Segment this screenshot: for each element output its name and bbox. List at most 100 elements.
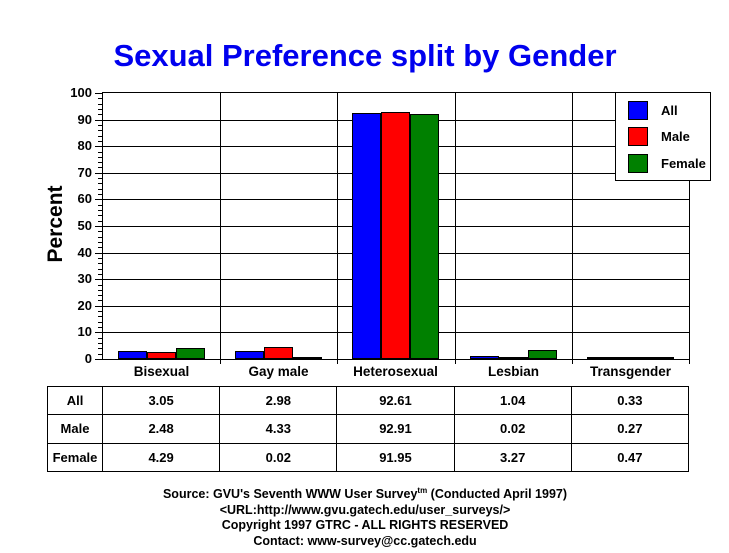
y-minor-tick — [98, 295, 102, 296]
y-minor-tick — [98, 237, 102, 238]
bar-male-gay-male — [264, 347, 293, 359]
data-table: All 3.05 2.98 92.61 1.04 0.33 Male 2.48 4.33 92.9… — [47, 386, 689, 472]
y-minor-tick — [98, 263, 102, 264]
table-cell-all-bisexual: 3.05 — [103, 387, 221, 416]
y-minor-tick — [98, 98, 102, 99]
table-row-label: All — [48, 387, 103, 416]
footer-source-suffix: (Conducted April 1997) — [427, 487, 568, 502]
table-cell-female-transgender: 0.47 — [571, 443, 689, 472]
y-minor-tick — [98, 316, 102, 317]
bar-female-bisexual — [176, 348, 205, 359]
y-tick-label: 90 — [77, 112, 92, 127]
y-major-tick — [95, 253, 102, 254]
category-label: Transgender — [589, 364, 672, 379]
y-minor-tick — [98, 242, 102, 243]
legend-label: Male — [661, 129, 690, 144]
y-tick-label: 10 — [77, 324, 92, 339]
y-minor-tick — [98, 343, 102, 344]
category-label: Lesbian — [487, 364, 539, 379]
y-tick-label: 70 — [77, 165, 92, 180]
table-cell-male-heterosexual: 92.91 — [337, 415, 455, 444]
y-major-tick — [95, 226, 102, 227]
y-major-tick — [95, 199, 102, 200]
y-major-tick — [95, 359, 102, 360]
y-minor-tick — [98, 258, 102, 259]
y-tick-label: 40 — [77, 245, 92, 260]
y-minor-tick — [98, 215, 102, 216]
y-minor-tick — [98, 183, 102, 184]
y-tick-label: 0 — [84, 351, 92, 366]
bar-male-bisexual — [147, 352, 176, 359]
chart-title: Sexual Preference split by Gender — [113, 38, 617, 73]
table-cell-all-heterosexual: 92.61 — [337, 387, 455, 416]
table-cell-all-gay-male: 2.98 — [220, 387, 338, 416]
table-cell-all-transgender: 0.33 — [571, 387, 689, 416]
female-swatch-icon — [628, 153, 648, 173]
bar-all-lesbian — [470, 356, 499, 359]
y-minor-tick — [98, 285, 102, 286]
legend-item: Female — [616, 153, 710, 173]
table-cell-male-gay-male: 4.33 — [220, 415, 338, 444]
y-minor-tick — [98, 231, 102, 232]
y-tick-label: 20 — [77, 298, 92, 313]
category-label: Bisexual — [133, 364, 190, 379]
y-tick-label: 100 — [70, 85, 92, 100]
table-cell-female-lesbian: 3.27 — [454, 443, 572, 472]
x-axis-tick — [455, 360, 456, 364]
bar-female-lesbian — [528, 350, 557, 359]
table-cell-female-gay-male: 0.02 — [220, 443, 338, 472]
y-tick-label: 80 — [77, 138, 92, 153]
bar-male-heterosexual — [381, 112, 410, 359]
legend-item: All — [616, 100, 710, 120]
bar-all-gay-male — [235, 351, 264, 359]
y-minor-tick — [98, 205, 102, 206]
bar-male-transgender — [616, 357, 645, 359]
legend: All Male Female — [615, 92, 711, 181]
y-major-tick — [95, 146, 102, 147]
y-minor-tick — [98, 152, 102, 153]
x-axis-tick — [220, 360, 221, 364]
y-minor-tick — [98, 327, 102, 328]
footer-contact-line: Contact: www-survey@cc.gatech.edu — [253, 533, 477, 548]
category-label: Heterosexual — [353, 364, 438, 379]
bar-female-heterosexual — [410, 114, 439, 359]
y-minor-tick — [98, 109, 102, 110]
y-major-tick — [95, 93, 102, 94]
y-minor-tick — [98, 338, 102, 339]
y-minor-tick — [98, 311, 102, 312]
bar-all-transgender — [587, 357, 616, 359]
y-minor-tick — [98, 136, 102, 137]
y-minor-tick — [98, 178, 102, 179]
bar-female-transgender — [645, 357, 674, 359]
y-tick-label: 50 — [77, 218, 92, 233]
all-swatch-icon — [628, 100, 648, 120]
bar-all-heterosexual — [352, 113, 381, 359]
y-minor-tick — [98, 194, 102, 195]
table-cell-male-bisexual: 2.48 — [103, 415, 221, 444]
table-cell-male-lesbian: 0.02 — [454, 415, 572, 444]
y-major-tick — [95, 173, 102, 174]
y-minor-tick — [98, 290, 102, 291]
category-separator — [572, 93, 573, 359]
y-minor-tick — [98, 274, 102, 275]
y-minor-tick — [98, 269, 102, 270]
bar-female-gay-male — [293, 357, 322, 359]
legend-label: All — [661, 102, 678, 118]
y-minor-tick — [98, 114, 102, 115]
y-tick-label: 60 — [77, 191, 92, 206]
y-minor-tick — [98, 300, 102, 301]
trademark-superscript: tm — [417, 486, 428, 495]
category-separator — [337, 93, 338, 359]
y-minor-tick — [98, 141, 102, 142]
x-axis-tick — [337, 360, 338, 364]
y-minor-tick — [98, 162, 102, 163]
y-major-tick — [95, 120, 102, 121]
footer-copyright-line: Copyright 1997 GTRC - ALL RIGHTS RESERVE… — [221, 518, 509, 533]
y-minor-tick — [98, 221, 102, 222]
y-minor-tick — [98, 348, 102, 349]
y-minor-tick — [98, 189, 102, 190]
y-minor-tick — [98, 247, 102, 248]
category-separator — [455, 93, 456, 359]
footer-source-text: Source: GVU's Seventh WWW User Survey — [162, 487, 418, 502]
